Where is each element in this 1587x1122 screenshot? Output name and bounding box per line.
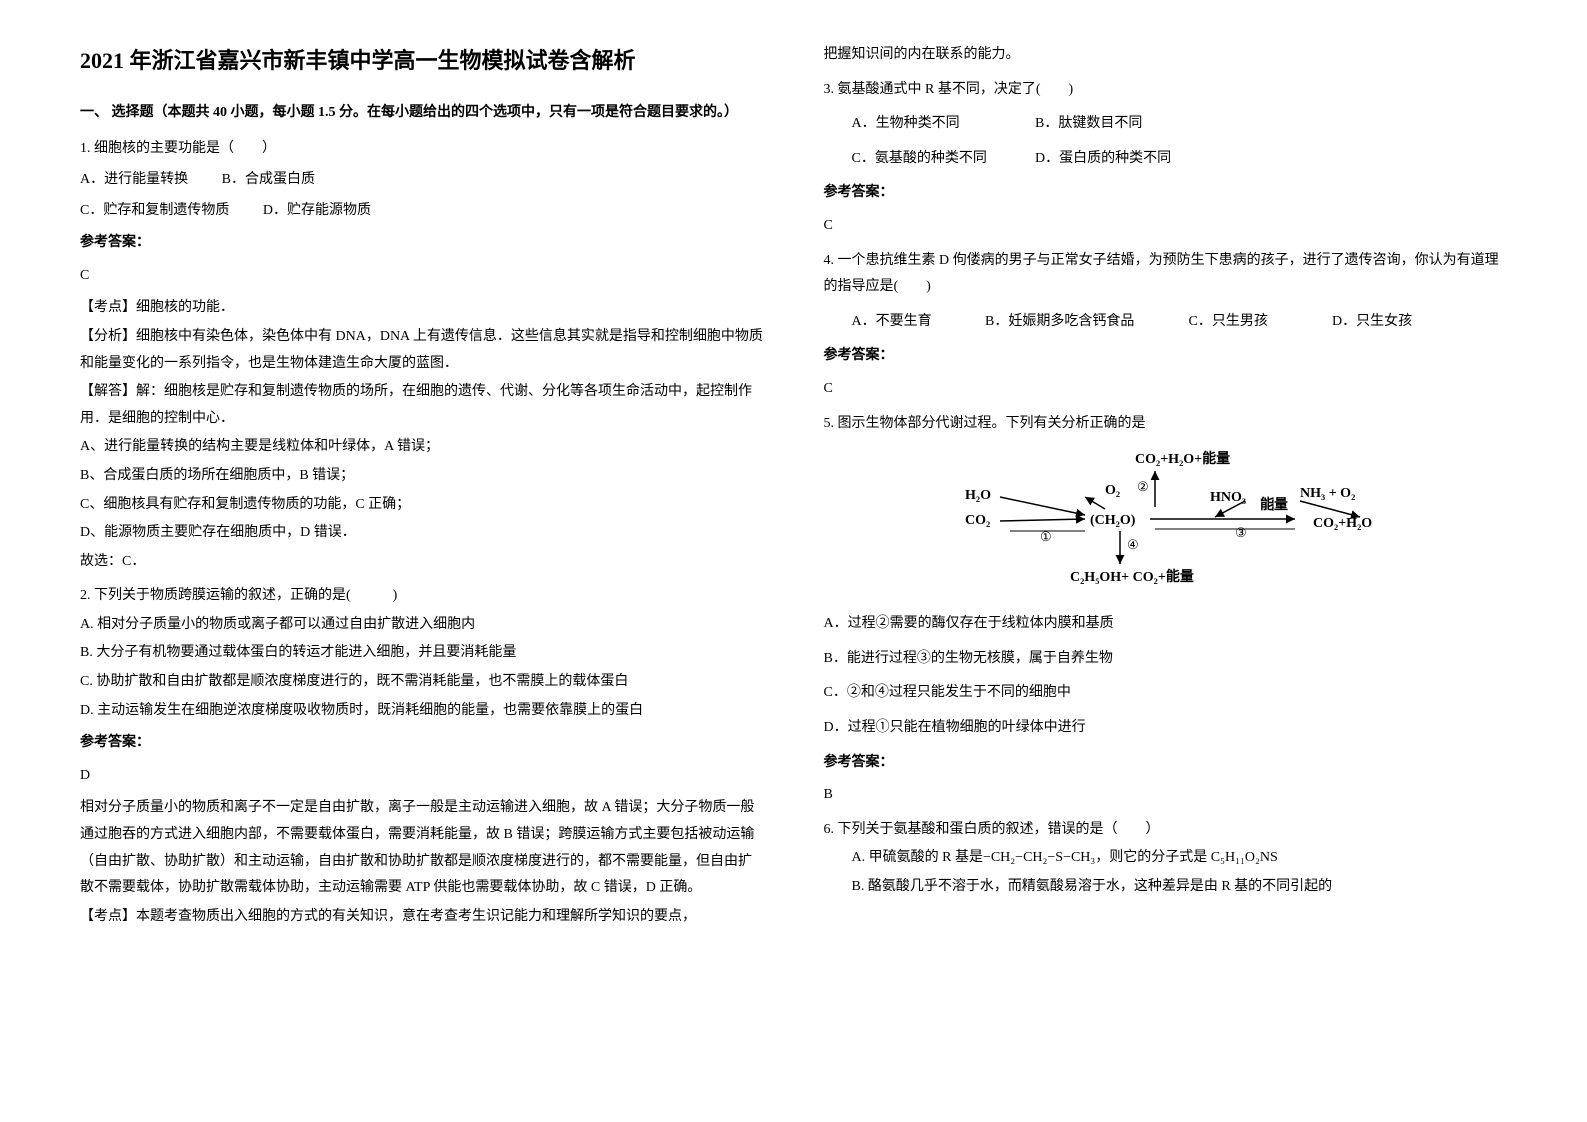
q4-opt-b: B．妊娠期多吃含钙食品 xyxy=(985,309,1185,336)
section-1-head: 一、 选择题（本题共 40 小题，每小题 1.5 分。在每小题给出的四个选项中，… xyxy=(80,100,764,127)
q5-opt-a: A．过程②需要的酶仅存在于线粒体内膜和基质 xyxy=(824,611,1508,638)
left-column: 2021 年浙江省嘉兴市新丰镇中学高一生物模拟试卷含解析 一、 选择题（本题共 … xyxy=(50,40,794,1082)
q2-opt-a: A. 相对分子质量小的物质或离子都可以通过自由扩散进入细胞内 xyxy=(80,612,764,639)
q1-l5: 故选：C． xyxy=(80,549,764,576)
q1-topic: 【考点】细胞核的功能． xyxy=(80,295,764,322)
q2-opt-c: C. 协助扩散和自由扩散都是顺浓度梯度进行的，既不需消耗能量，也不需膜上的载体蛋… xyxy=(80,669,764,696)
q4-opt-c: C．只生男孩 xyxy=(1189,309,1329,336)
q1-ans: C xyxy=(80,263,764,290)
q3-ans: C xyxy=(824,213,1508,240)
d-nh3o2: NH₃ + O₂ xyxy=(1300,486,1355,501)
q1-opt-a: A．进行能量转换 xyxy=(80,167,188,194)
q4-ans: C xyxy=(824,376,1508,403)
d-co2h2o: CO₂+H₂O xyxy=(1313,516,1372,531)
q2-topic: 【考点】本题考查物质出入细胞的方式的有关知识，意在考查考生识记能力和理解所学知识… xyxy=(80,904,764,931)
q3-opt-a: A．生物种类不同 xyxy=(852,111,1032,138)
d-n2: ② xyxy=(1137,479,1149,494)
q5-opt-b: B．能进行过程③的生物无核膜，属于自养生物 xyxy=(824,646,1508,673)
q2-opt-d: D. 主动运输发生在细胞逆浓度梯度吸收物质时，既消耗细胞的能量，也需要依靠膜上的… xyxy=(80,698,764,725)
d-top: CO₂+H₂O+能量 xyxy=(1135,450,1230,467)
q3-opt-c: C．氨基酸的种类不同 xyxy=(852,146,1032,173)
q3-opt-b: B．肽键数目不同 xyxy=(1035,116,1142,131)
d-o2: O₂ xyxy=(1105,483,1120,498)
q2-stem: 2. 下列关于物质跨膜运输的叙述，正确的是( ) xyxy=(80,583,764,610)
q1-options-2: C．贮存和复制遗传物质 D．贮存能源物质 xyxy=(80,198,764,225)
right-top-line: 把握知识间的内在联系的能力。 xyxy=(824,42,1508,69)
q6-opt-b: B. 酪氨酸几乎不溶于水，而精氨酸易溶于水，这种差异是由 R 基的不同引起的 xyxy=(824,874,1508,901)
q5-opt-d: D．过程①只能在植物细胞的叶绿体中进行 xyxy=(824,715,1508,742)
q1-opt-d: D．贮存能源物质 xyxy=(263,198,371,225)
q1-ana2: 【解答】解：细胞核是贮存和复制遗传物质的场所，在细胞的遗传、代谢、分化等各项生命… xyxy=(80,379,764,432)
q3-row2: C．氨基酸的种类不同 D．蛋白质的种类不同 xyxy=(824,146,1508,173)
q1-l2: B、合成蛋白质的场所在细胞质中，B 错误； xyxy=(80,463,764,490)
q4-row: A．不要生育 B．妊娠期多吃含钙食品 C．只生男孩 D．只生女孩 xyxy=(824,309,1508,336)
q3-ans-label: 参考答案： xyxy=(824,180,1508,207)
q5-opt-c: C．②和④过程只能发生于不同的细胞中 xyxy=(824,680,1508,707)
q3-opt-d: D．蛋白质的种类不同 xyxy=(1035,151,1171,166)
q6-stem: 6. 下列关于氨基酸和蛋白质的叙述，错误的是（ ） xyxy=(824,817,1508,844)
q4-opt-d: D．只生女孩 xyxy=(1332,314,1412,329)
d-h2o: H₂O xyxy=(965,488,991,503)
metabolism-diagram-svg: CO₂+H₂O+能量 H₂O CO₂ O₂ ① (CH₂O) ② ④ C₂H₅O… xyxy=(955,449,1375,599)
q3-stem: 3. 氨基酸通式中 R 基不同，决定了( ) xyxy=(824,77,1508,104)
d-ch2o: (CH₂O) xyxy=(1090,513,1136,528)
q2-ans-label: 参考答案： xyxy=(80,730,764,757)
right-column: 把握知识间的内在联系的能力。 3. 氨基酸通式中 R 基不同，决定了( ) A．… xyxy=(794,40,1538,1082)
q6-opt-a: A. 甲硫氨酸的 R 基是−CH₂−CH₂−S−CH₃，则它的分子式是 C₅H₁… xyxy=(824,845,1508,872)
q1-opt-c: C．贮存和复制遗传物质 xyxy=(80,198,229,225)
q1-stem: 1. 细胞核的主要功能是（ ） xyxy=(80,136,764,163)
q2-exp: 相对分子质量小的物质和离子不一定是自由扩散，离子一般是主动运输进入细胞，故 A … xyxy=(80,795,764,901)
q5-diagram: CO₂+H₂O+能量 H₂O CO₂ O₂ ① (CH₂O) ② ④ C₂H₅O… xyxy=(955,449,1375,599)
d-co2: CO₂ xyxy=(965,513,990,528)
q1-ana1: 【分析】细胞核中有染色体，染色体中有 DNA，DNA 上有遗传信息．这些信息其实… xyxy=(80,324,764,377)
q2-opt-b: B. 大分子有机物要通过载体蛋白的转运才能进入细胞，并且要消耗能量 xyxy=(80,640,764,667)
q3-row1: A．生物种类不同 B．肽键数目不同 xyxy=(824,111,1508,138)
q5-stem: 5. 图示生物体部分代谢过程。下列有关分析正确的是 xyxy=(824,411,1508,438)
q2-ans: D xyxy=(80,763,764,790)
q4-opt-a: A．不要生育 xyxy=(852,309,982,336)
q1-l3: C、细胞核具有贮存和复制遗传物质的功能，C 正确； xyxy=(80,492,764,519)
q1-l1: A、进行能量转换的结构主要是线粒体和叶绿体，A 错误； xyxy=(80,434,764,461)
q5-ans-label: 参考答案： xyxy=(824,750,1508,777)
q1-ans-label: 参考答案： xyxy=(80,230,764,257)
q4-stem: 4. 一个患抗维生素 D 佝偻病的男子与正常女子结婚，为预防生下患病的孩子，进行… xyxy=(824,248,1508,301)
q1-l4: D、能源物质主要贮存在细胞质中，D 错误． xyxy=(80,520,764,547)
d-energy: 能量 xyxy=(1260,496,1288,513)
d-n3: ③ xyxy=(1235,525,1247,540)
d-n4: ④ xyxy=(1127,537,1139,552)
q5-ans: B xyxy=(824,782,1508,809)
exam-title: 2021 年浙江省嘉兴市新丰镇中学高一生物模拟试卷含解析 xyxy=(80,40,764,82)
q1-options: A．进行能量转换 B．合成蛋白质 xyxy=(80,167,764,194)
q4-ans-label: 参考答案： xyxy=(824,343,1508,370)
q1-opt-b: B．合成蛋白质 xyxy=(222,167,315,194)
d-bottom: C₂H₅OH+ CO₂+能量 xyxy=(1070,568,1194,585)
